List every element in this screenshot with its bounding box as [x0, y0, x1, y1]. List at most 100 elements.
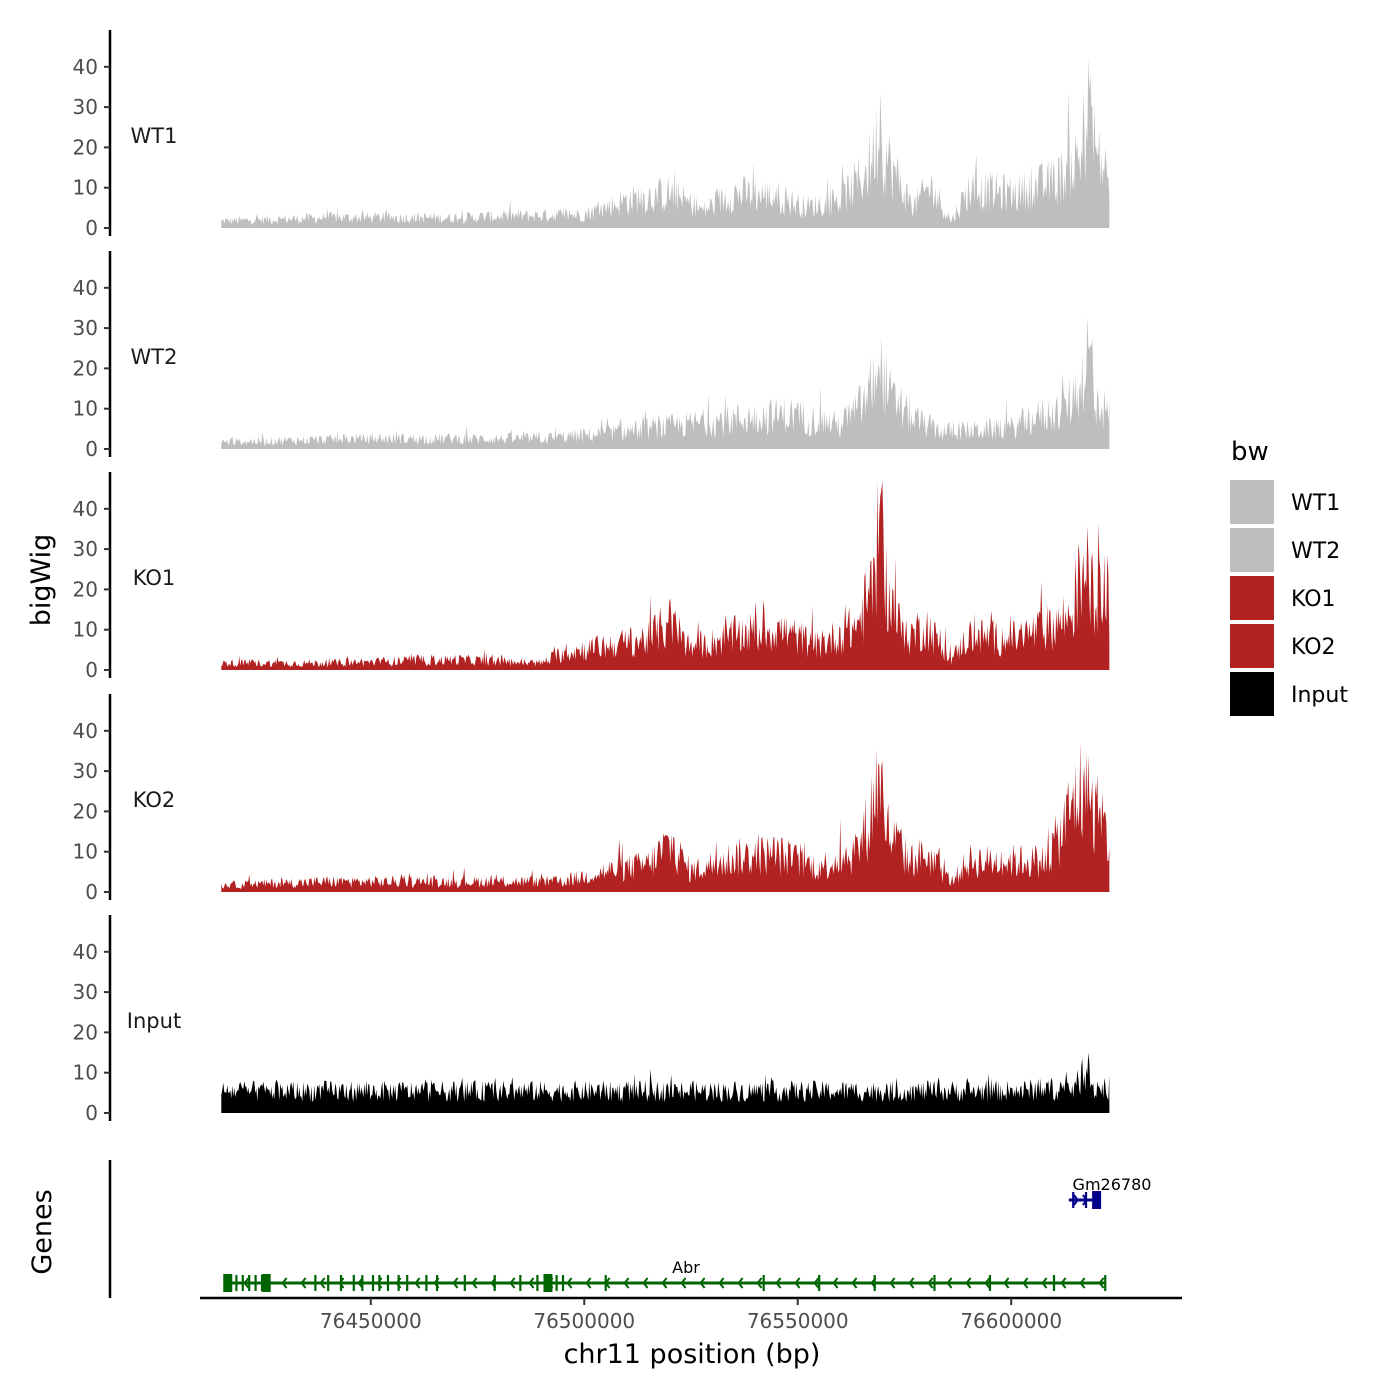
legend-swatch-wt1 [1230, 480, 1274, 524]
y-tick-label-wt2-20: 20 [73, 356, 98, 380]
x-axis-title: chr11 position (bp) [564, 1339, 821, 1370]
track-label-input: Input [127, 1009, 181, 1033]
exon [463, 1275, 466, 1291]
strand-arrow [699, 1277, 706, 1289]
strand-arrow [1079, 1277, 1086, 1289]
gene-label-gm26780: Gm26780 [1073, 1175, 1152, 1194]
exon [1072, 1192, 1075, 1208]
strand-arrow [338, 1277, 345, 1289]
y-tick-label-ko2-30: 30 [73, 759, 98, 783]
strand-arrow [300, 1277, 307, 1289]
gene-label-abr: Abr [672, 1258, 700, 1277]
y-tick-label-wt1-0: 0 [85, 216, 98, 240]
strand-arrow [813, 1277, 820, 1289]
strand-arrow [737, 1277, 744, 1289]
coverage-area-ko2 [221, 741, 1110, 892]
exon [378, 1275, 381, 1291]
strand-arrow [642, 1277, 649, 1289]
y-axis-title: bigWig [26, 534, 57, 627]
strand-arrow [832, 1277, 839, 1289]
y-tick-label-wt2-40: 40 [73, 276, 98, 300]
strand-arrow [452, 1277, 459, 1289]
y-tick-label-ko2-40: 40 [73, 719, 98, 743]
exon [386, 1275, 390, 1291]
legend-swatch-wt2 [1230, 528, 1274, 572]
legend-label-wt2: WT2 [1291, 539, 1340, 564]
legend-label-ko1: KO1 [1291, 587, 1336, 612]
strand-arrow [718, 1277, 725, 1289]
x-tick-label-76550000: 76550000 [747, 1309, 849, 1333]
legend-swatch-ko1 [1230, 576, 1274, 620]
coverage-area-wt2 [221, 315, 1110, 449]
strand-arrow [661, 1277, 668, 1289]
y-tick-label-wt2-0: 0 [85, 437, 98, 461]
coverage-area-wt1 [221, 57, 1110, 229]
strand-arrow [908, 1277, 915, 1289]
strand-arrow [1060, 1277, 1067, 1289]
y-tick-label-ko2-20: 20 [73, 799, 98, 823]
gene-abr: Abr [223, 1258, 1107, 1292]
track-label-wt1: WT1 [131, 124, 178, 148]
x-tick-label-76600000: 76600000 [960, 1309, 1062, 1333]
exon [604, 1275, 607, 1291]
strand-arrow [509, 1277, 516, 1289]
x-tick-label-76450000: 76450000 [320, 1309, 422, 1333]
exon [1104, 1275, 1107, 1291]
exon [314, 1275, 317, 1291]
exon-large [543, 1274, 553, 1292]
exon [873, 1275, 876, 1291]
y-tick-label-wt2-30: 30 [73, 316, 98, 340]
track-label-ko1: KO1 [133, 566, 176, 590]
legend-item-wt2: WT2 [1230, 528, 1340, 572]
exon [235, 1275, 238, 1291]
exon [536, 1275, 539, 1291]
y-tick-label-ko1-30: 30 [73, 537, 98, 561]
legend-item-wt1: WT1 [1230, 480, 1340, 524]
coverage-area-input [221, 1052, 1110, 1113]
strand-arrow [585, 1277, 592, 1289]
exon [762, 1275, 765, 1291]
track-wt1: 0 10 20 30 40 WT1 [73, 30, 1110, 240]
track-label-ko2: KO2 [133, 788, 176, 812]
exon [933, 1275, 936, 1291]
exon [425, 1275, 428, 1291]
exon [241, 1275, 244, 1291]
y-tick-label-input-30: 30 [73, 980, 98, 1004]
strand-arrow [1003, 1277, 1010, 1289]
y-tick-label-ko2-10: 10 [73, 840, 98, 864]
y-tick-label-wt1-40: 40 [73, 55, 98, 79]
x-tick-label-76500000: 76500000 [533, 1309, 635, 1333]
strand-arrow [794, 1277, 801, 1289]
y-tick-label-input-10: 10 [73, 1061, 98, 1085]
bigwig-tracks: 0 10 20 30 40 WT1 0 10 20 30 40 WT2 0 10 20 30 40 KO1 0 10 2… [73, 30, 1110, 1125]
exon [397, 1275, 400, 1291]
strand-arrow [851, 1277, 858, 1289]
legend-label-ko2: KO2 [1291, 635, 1336, 660]
track-ko2: 0 10 20 30 40 KO2 [73, 694, 1110, 904]
legend-item-ko2: KO2 [1230, 624, 1336, 668]
legend-swatch-input [1230, 672, 1274, 716]
strand-arrow [984, 1277, 991, 1289]
strand-arrow [471, 1277, 478, 1289]
exon-large [223, 1274, 233, 1292]
exon [435, 1275, 439, 1291]
strand-arrow [680, 1277, 687, 1289]
y-tick-label-input-20: 20 [73, 1020, 98, 1044]
exon [818, 1275, 821, 1291]
strand-arrow [281, 1277, 288, 1289]
legend-label-wt1: WT1 [1291, 491, 1340, 516]
exon [327, 1275, 330, 1291]
strand-arrow [528, 1277, 535, 1289]
gene-track: Abr Gm26780 [108, 1160, 1152, 1298]
y-tick-label-input-40: 40 [73, 940, 98, 964]
exon [493, 1275, 496, 1291]
exon [561, 1275, 565, 1291]
x-axis: 76450000 76500000 76550000 76600000 [200, 1296, 1182, 1333]
y-tick-label-ko2-0: 0 [85, 880, 98, 904]
y-tick-label-input-0: 0 [85, 1101, 98, 1125]
strand-arrow [946, 1277, 953, 1289]
exon [248, 1275, 251, 1291]
exon [988, 1275, 992, 1291]
strand-arrow [319, 1277, 326, 1289]
